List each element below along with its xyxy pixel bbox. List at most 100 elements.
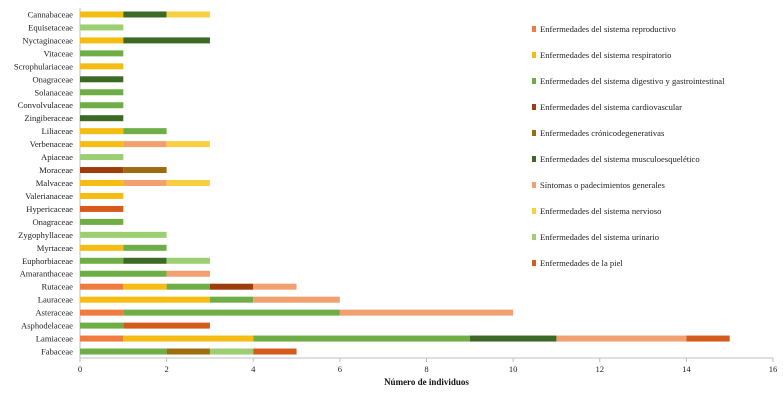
y-tick-label: Myrtaceae — [37, 243, 73, 253]
bar-segment — [80, 128, 124, 135]
bar-segment — [469, 335, 557, 342]
bar-segment — [123, 167, 167, 174]
bar-segment — [166, 257, 210, 264]
bar-segment — [253, 335, 470, 342]
bar-segment — [556, 335, 687, 342]
bar-segment — [166, 270, 210, 277]
x-tick-label: 16 — [769, 364, 778, 374]
legend-label: Enfermedades del sistema respiratorio — [540, 50, 672, 60]
y-tick-label: Asteraceae — [35, 308, 73, 318]
legend-swatch — [532, 156, 536, 162]
x-tick-label: 2 — [164, 364, 168, 374]
y-tick-label: Equisetaceae — [28, 22, 73, 32]
legend-label: Enfermedades del sistema musculoesquelét… — [540, 154, 700, 164]
y-tick-label: Verbenaceae — [30, 139, 74, 149]
legend-swatch — [532, 260, 536, 266]
bar-segment — [80, 309, 124, 316]
legend-swatch — [532, 208, 536, 214]
y-tick-label: Onagraceae — [32, 74, 73, 84]
legend-label: Enfermedades del sistema urinario — [540, 232, 660, 242]
bar-segment — [166, 348, 210, 355]
bar-segment — [80, 335, 124, 342]
x-tick-label: 14 — [682, 364, 691, 374]
bar-segment — [80, 89, 124, 96]
legend-item: Enfermedades del sistema urinario — [532, 230, 659, 244]
y-tick-label: Vitaceae — [43, 48, 73, 58]
bar-segment — [80, 102, 124, 109]
bar-segment — [253, 283, 297, 290]
legend-item: Enfermedades del sistema cardiovascular — [532, 100, 682, 114]
bar-segment — [80, 76, 124, 83]
bar-segment — [80, 270, 167, 277]
y-tick-label: Apiaceae — [41, 152, 73, 162]
legend-swatch — [532, 52, 536, 58]
bar-segment — [166, 180, 210, 186]
bar-segment — [80, 192, 124, 199]
x-tick-label: 6 — [338, 364, 343, 374]
legend-label: Enfermedades del sistema nervioso — [540, 206, 662, 216]
y-tick-label: Amaranthaceae — [20, 269, 74, 279]
bar-segment — [80, 63, 124, 70]
y-tick-label: Cannabaceae — [28, 9, 74, 19]
legend-item: Síntomas o padecimientos generales — [532, 178, 665, 192]
legend-label: Enfermedades crónicodegenerativas — [540, 128, 665, 138]
x-axis-title: Número de individuos — [384, 377, 469, 387]
y-tick-label: Zingiberaceae — [24, 113, 73, 123]
y-tick-label: Convolvulaceae — [18, 100, 74, 110]
legend-swatch — [532, 182, 536, 188]
x-tick-label: 12 — [595, 364, 604, 374]
y-tick-label: Malvaceae — [36, 178, 73, 188]
bar-segment — [166, 141, 210, 148]
bar-segment — [80, 231, 167, 238]
bar-segment — [209, 296, 254, 303]
y-tick-label: Scrophulariaceae — [14, 61, 73, 71]
legend-label: Enfermedades del sistema reproductivo — [540, 24, 676, 34]
legend-label: Enfermedades del sistema digestivo y gas… — [540, 76, 725, 86]
y-tick-label: Euphorbiaceae — [22, 256, 73, 266]
y-tick-label: Moraceae — [39, 165, 73, 175]
x-tick-label: 0 — [78, 364, 82, 374]
bar-segment — [80, 218, 124, 225]
bar-segment — [123, 128, 167, 135]
y-tick-label: Zygophyllaceae — [18, 230, 73, 240]
bar-segment — [80, 205, 124, 212]
y-tick-label: Lauraceae — [38, 295, 73, 305]
bar-segment — [123, 11, 167, 18]
legend-swatch — [532, 130, 536, 136]
bar-segment — [123, 37, 210, 44]
bar-segment — [253, 348, 297, 355]
bar-segment — [80, 11, 124, 18]
bar-segment — [80, 154, 124, 161]
y-tick-label: Valerianaceae — [25, 191, 73, 201]
legend-item: Enfermedades del sistema digestivo y gas… — [532, 74, 724, 88]
bar-segment — [80, 296, 210, 303]
bar-segment — [80, 167, 124, 174]
bar-segment — [166, 11, 210, 18]
y-tick-label: Nyctaginaceae — [22, 35, 73, 45]
bar-segment — [123, 335, 254, 342]
legend-item: Enfermedades crónicodegenerativas — [532, 126, 664, 140]
legend-swatch — [532, 78, 536, 84]
bar-segment — [209, 348, 254, 355]
legend-item: Enfermedades del sistema respiratorio — [532, 48, 671, 62]
bar-segment — [80, 244, 124, 251]
legend-item: Enfermedades de la piel — [532, 256, 623, 270]
bar-segment — [80, 180, 124, 186]
bar-segment — [123, 322, 210, 329]
y-tick-label: Asphodelaceae — [21, 321, 73, 331]
bar-segment — [123, 244, 167, 251]
bar-segment — [339, 309, 514, 316]
bar-segment — [80, 37, 124, 44]
y-tick-label: Solanaceae — [34, 87, 73, 97]
bar-segment — [686, 335, 730, 342]
legend-label: Síntomas o padecimientos generales — [540, 180, 665, 190]
bar-segment — [80, 115, 124, 122]
legend-swatch — [532, 26, 536, 32]
legend-item: Enfermedades del sistema reproductivo — [532, 22, 676, 36]
bar-segment — [123, 141, 167, 148]
y-tick-label: Onagraceae — [32, 217, 73, 227]
bar-segment — [123, 257, 167, 264]
bar-segment — [209, 283, 254, 290]
